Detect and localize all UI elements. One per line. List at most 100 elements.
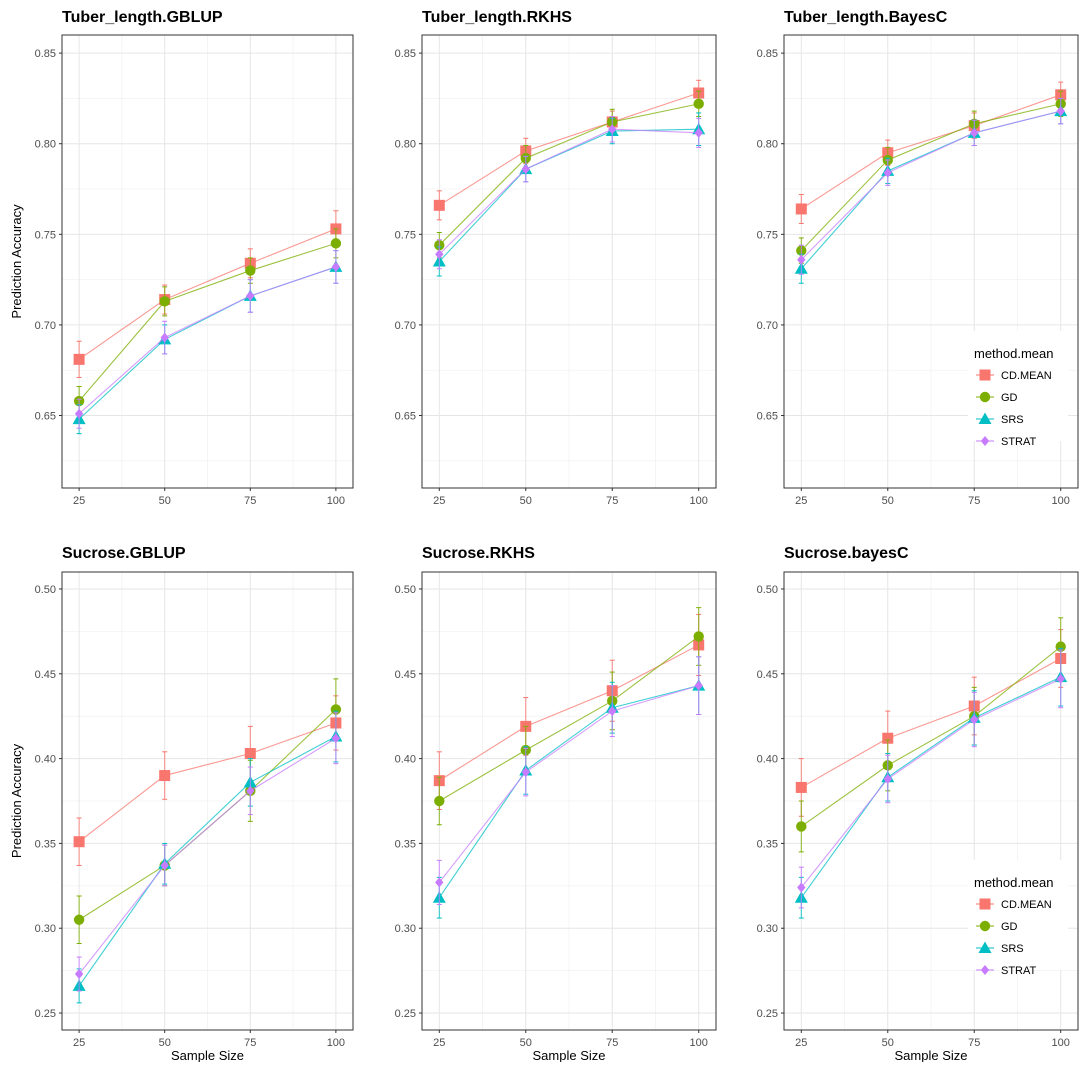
panel-sucrose-gblup: Sucrose.GBLUP 0.25 0.30 0.35 0.40 0.45 0.50 25 5… — [9, 545, 354, 1063]
x-tick-label: 25 — [73, 495, 85, 507]
data-point — [73, 836, 85, 848]
data-point — [435, 877, 444, 888]
series-line — [78, 736, 337, 987]
panel-title: Tuber_length.RKHS — [422, 9, 572, 26]
data-point — [521, 164, 530, 175]
data-point — [693, 631, 704, 642]
y-tick-label: 0.30 — [757, 923, 778, 935]
panel-title: Sucrose.GBLUP — [62, 545, 186, 562]
legend-key — [980, 965, 990, 975]
data-point — [74, 408, 84, 419]
data-point — [795, 781, 807, 793]
series-strat — [74, 250, 341, 429]
panel-border — [421, 34, 717, 489]
data-point — [1056, 106, 1065, 117]
y-axis-label: Prediction Accuracy — [9, 204, 24, 319]
legend-key — [979, 920, 991, 932]
panel-sucrose-rkhs: Sucrose.RKHS 0.25 0.30 0.35 0.40 0.45 0.50 25 50… — [395, 545, 717, 1063]
x-tick-label: 25 — [795, 495, 807, 507]
y-tick-label: 0.40 — [35, 754, 56, 766]
series-line — [439, 636, 700, 802]
x-tick-label: 100 — [327, 1037, 345, 1049]
data-point — [883, 773, 892, 784]
y-tick-label: 0.35 — [395, 838, 416, 850]
y-tick-label: 0.50 — [395, 584, 416, 596]
panel-title: Sucrose.bayesC — [784, 545, 909, 562]
x-tick-label: 50 — [159, 495, 171, 507]
series-strat — [74, 712, 341, 992]
data-point — [331, 733, 341, 744]
legend-label: STRAT — [1001, 965, 1037, 977]
y-tick-label: 0.80 — [757, 139, 778, 151]
data-point — [435, 249, 444, 260]
panel-border — [783, 34, 1079, 489]
legend-entry: GD — [976, 391, 1018, 404]
data-point — [331, 261, 341, 272]
data-point — [795, 203, 807, 215]
y-tick-label: 0.85 — [395, 48, 416, 60]
series-line — [801, 658, 1061, 788]
x-tick-label: 100 — [690, 1037, 708, 1049]
panel-border — [61, 34, 354, 489]
x-tick-label: 100 — [690, 495, 708, 507]
data-point — [882, 732, 894, 744]
x-tick-label: 50 — [520, 1037, 532, 1049]
x-axis-label: Sample Size — [171, 1048, 244, 1062]
legend-entry: GD — [976, 920, 1018, 933]
panel-title: Tuber_length.BayesC — [784, 9, 948, 26]
y-tick-label: 0.45 — [395, 669, 416, 681]
legend-label: STRAT — [1001, 436, 1037, 448]
x-tick-label: 100 — [1052, 495, 1070, 507]
x-tick-label: 100 — [327, 495, 345, 507]
y-axis-label: Prediction Accuracy — [9, 743, 24, 858]
legend-entry: STRAT — [976, 436, 1037, 448]
series-strat — [797, 97, 1065, 275]
y-tick-label: 0.65 — [757, 411, 778, 423]
legend-label: SRS — [1001, 943, 1024, 955]
x-axis-label: Sample Size — [895, 1048, 968, 1062]
y-tick-label: 0.75 — [757, 229, 778, 241]
x-tick-label: 50 — [882, 495, 894, 507]
y-tick-label: 0.75 — [395, 229, 416, 241]
data-point — [244, 748, 256, 760]
legend-entry: STRAT — [976, 965, 1037, 977]
y-tick-label: 0.50 — [757, 584, 778, 596]
legend-label: CD.MEAN — [1001, 899, 1052, 911]
legend-key — [979, 898, 991, 910]
x-tick-label: 75 — [244, 1037, 256, 1049]
series-line — [800, 678, 1061, 888]
data-point — [796, 821, 807, 832]
panel-sucrose-bayesc: Sucrose.bayesC 0.25 0.30 0.35 0.40 0.45 0.50 25… — [757, 545, 1079, 1063]
y-tick-label: 0.80 — [395, 139, 416, 151]
y-tick-label: 0.30 — [35, 923, 56, 935]
series-line — [78, 722, 337, 843]
series-line — [78, 737, 337, 975]
data-point — [970, 714, 979, 725]
legend-entry: SRS — [976, 941, 1024, 955]
y-tick-label: 0.45 — [35, 669, 56, 681]
data-point — [245, 265, 256, 276]
series-line — [78, 228, 337, 360]
y-tick-label: 0.40 — [395, 754, 416, 766]
data-point — [330, 238, 342, 249]
legend: method.mean CD.MEAN GD SRS STRAT — [968, 331, 1068, 448]
series-line — [800, 110, 1061, 261]
x-tick-label: 75 — [606, 495, 618, 507]
series-line — [438, 128, 699, 262]
data-point — [608, 124, 617, 135]
data-point — [74, 969, 84, 980]
y-tick-label: 0.40 — [757, 754, 778, 766]
data-point — [608, 706, 617, 717]
data-point — [693, 98, 704, 110]
series-line — [438, 128, 699, 255]
legend-label: SRS — [1001, 414, 1024, 426]
y-tick-label: 0.75 — [35, 229, 56, 241]
data-point — [1055, 641, 1066, 652]
data-point — [73, 353, 85, 365]
series-strat — [797, 649, 1065, 909]
y-tick-label: 0.25 — [35, 1008, 56, 1020]
data-point — [797, 882, 806, 893]
x-tick-label: 25 — [433, 1037, 445, 1049]
